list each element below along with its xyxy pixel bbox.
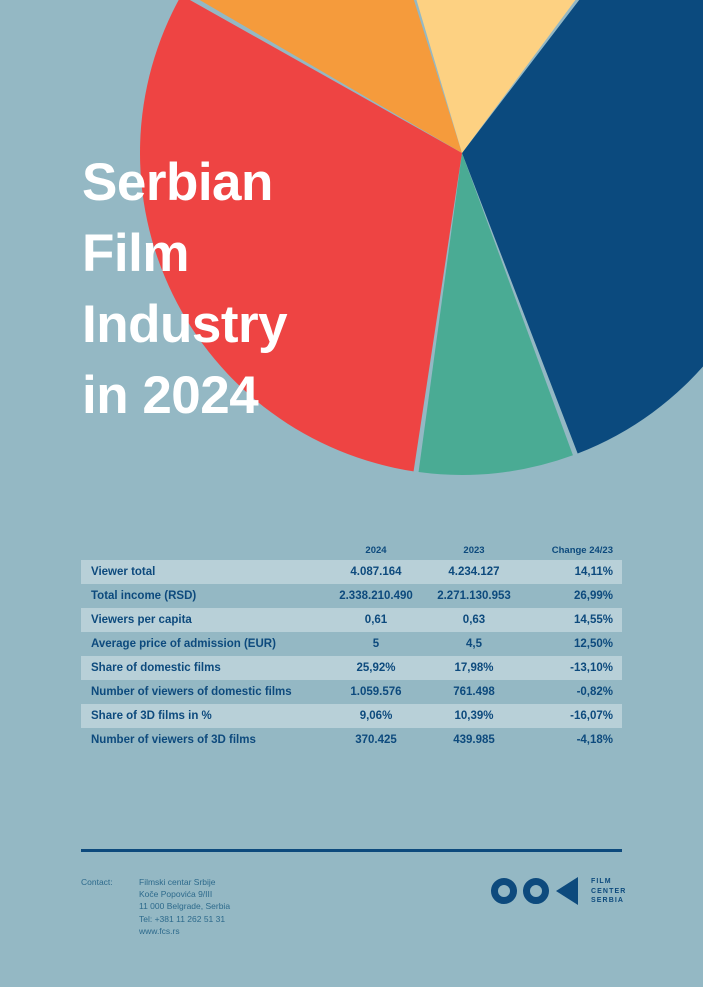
row-value-2024: 2.338.210.490 xyxy=(339,590,413,602)
row-value-2023: 0,63 xyxy=(462,614,486,626)
header-change: Change 24/23 xyxy=(551,544,613,556)
row-value-2024: 9,06% xyxy=(359,710,393,722)
contact-line: Koče Popovića 9/III xyxy=(139,889,213,900)
title-line-1: Serbian xyxy=(82,153,273,212)
header-2024: 2024 xyxy=(365,544,387,556)
pie-slice xyxy=(462,0,703,454)
table-row: Number of viewers of domestic films 1.059… xyxy=(81,680,622,704)
logo-line-serbia: SERBIA xyxy=(591,897,625,904)
row-value-2024: 1.059.576 xyxy=(350,686,402,698)
film-reel-ring-icon xyxy=(523,878,549,905)
row-value-2023: 439.985 xyxy=(453,734,495,746)
play-triangle-icon xyxy=(556,877,578,906)
table-row: Share of 3D films in % 9,06% 10,39% -16,07% xyxy=(81,704,622,728)
logo-line-film: FILM xyxy=(591,878,612,885)
pie-chart xyxy=(0,0,703,490)
row-value-change: -4,18% xyxy=(576,734,613,746)
contact-label: Contact: xyxy=(81,877,113,887)
pie-slice xyxy=(140,0,462,472)
row-value-2023: 10,39% xyxy=(454,710,494,722)
statistics-table: 2024 2023 Change 24/23 Viewer total 4.087… xyxy=(81,540,622,752)
table-body: Viewer total 4.087.164 4.234.127 14,11% Tota… xyxy=(81,560,622,752)
row-value-2023: 17,98% xyxy=(454,662,494,674)
row-value-change: -16,07% xyxy=(570,710,613,722)
header-2023: 2023 xyxy=(463,544,485,556)
pie-slice xyxy=(416,0,576,153)
row-value-2023: 4,5 xyxy=(466,638,482,650)
pie-slice xyxy=(418,153,573,475)
page-title: Serbian Film Industry in 2024 xyxy=(82,147,402,431)
row-value-2023: 761.498 xyxy=(453,686,495,698)
contact-line[interactable]: www.fcs.rs xyxy=(139,925,180,936)
contact-line: Tel: +381 11 262 51 31 xyxy=(139,913,226,924)
table-row: Average price of admission (EUR) 5 4,5 12,5… xyxy=(81,632,622,656)
row-label: Total income (RSD) xyxy=(91,590,197,602)
table-header-row: 2024 2023 Change 24/23 xyxy=(81,540,622,560)
row-value-change: -13,10% xyxy=(570,662,613,674)
row-label: Share of domestic films xyxy=(91,662,221,674)
table-row: Share of domestic films 25,92% 17,98% -13,1… xyxy=(81,656,622,680)
logo-line-center: CENTER xyxy=(591,887,627,895)
row-value-change: 12,50% xyxy=(573,638,613,650)
film-reel-ring-icon xyxy=(491,878,517,905)
row-label: Average price of admission (EUR) xyxy=(91,638,276,650)
row-label: Viewers per capita xyxy=(91,614,192,626)
pie-chart-svg xyxy=(140,0,703,475)
table-row: Number of viewers of 3D films 370.425 439.… xyxy=(81,728,622,752)
row-value-change: 14,55% xyxy=(573,614,613,626)
row-value-change: 14,11% xyxy=(574,566,613,578)
row-label: Number of viewers of 3D films xyxy=(91,734,256,746)
row-value-change: 26,99% xyxy=(573,590,613,602)
pie-slice xyxy=(199,0,462,153)
title-line-4: in 2024 xyxy=(82,366,259,425)
row-value-change: -0,82% xyxy=(576,686,613,698)
footer-divider xyxy=(81,849,622,852)
table-row: Viewer total 4.087.164 4.234.127 14,11% xyxy=(81,560,622,584)
table-row: Total income (RSD) 2.338.210.490 2.271.130… xyxy=(81,584,622,608)
title-line-3: Industry xyxy=(82,295,288,354)
logo-text: FILM CENTER SERBIA xyxy=(591,877,626,906)
contact-line: Filmski centar Srbije xyxy=(139,877,216,887)
row-label: Number of viewers of domestic films xyxy=(91,686,292,698)
logo-marks xyxy=(491,877,578,906)
row-value-2023: 4.234.127 xyxy=(448,566,500,578)
film-center-serbia-logo: FILM CENTER SERBIA xyxy=(491,877,626,906)
contact-lines: Filmski centar Srbije Koče Popovića 9/III… xyxy=(139,876,230,937)
row-label: Viewer total xyxy=(91,566,156,578)
row-value-2024: 370.425 xyxy=(355,734,397,746)
row-value-2024: 4.087.164 xyxy=(350,566,402,578)
title-line-2: Film xyxy=(82,224,189,283)
row-value-2024: 0,61 xyxy=(364,614,388,626)
contact-line: 11 000 Belgrade, Serbia xyxy=(139,901,231,912)
row-value-2024: 5 xyxy=(372,638,380,650)
row-value-2023: 2.271.130.953 xyxy=(437,590,511,602)
row-value-2024: 25,92% xyxy=(356,662,396,674)
table-row: Viewers per capita 0,61 0,63 14,55% xyxy=(81,608,622,632)
contact-block: Contact: Filmski centar Srbije Koče Popov… xyxy=(81,876,230,937)
row-label: Share of 3D films in % xyxy=(91,710,212,722)
